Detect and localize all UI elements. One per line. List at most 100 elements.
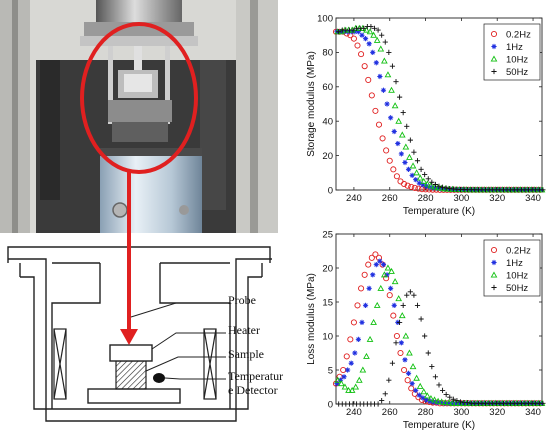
data-point xyxy=(431,396,438,403)
data-point xyxy=(393,79,399,85)
data-point xyxy=(445,400,451,406)
heater-block xyxy=(109,344,153,362)
data-point xyxy=(434,397,442,404)
legend-marker xyxy=(490,30,498,38)
data-point xyxy=(420,177,428,184)
label-detector-line2: e Detector xyxy=(228,383,278,397)
data-point xyxy=(379,398,385,404)
data-point xyxy=(355,376,363,383)
data-point xyxy=(425,350,431,356)
data-point xyxy=(411,292,417,298)
y-tick-label: 10 xyxy=(322,331,333,342)
data-point xyxy=(373,301,381,308)
x-tick-label: 340 xyxy=(525,193,541,204)
sample-block xyxy=(115,360,147,390)
data-point xyxy=(370,272,376,278)
data-point xyxy=(343,353,350,360)
data-point xyxy=(386,49,392,55)
data-point xyxy=(432,374,439,380)
data-point xyxy=(384,101,390,107)
data-point xyxy=(361,25,367,31)
data-point xyxy=(436,183,442,189)
data-point xyxy=(359,319,365,325)
data-point xyxy=(336,29,342,35)
data-point xyxy=(459,400,465,406)
data-point xyxy=(411,149,417,155)
data-point xyxy=(448,400,455,406)
series-50hz xyxy=(336,289,546,407)
data-point xyxy=(368,92,375,99)
legend-label: 1Hz xyxy=(506,42,523,53)
legend-marker xyxy=(490,55,498,62)
data-point xyxy=(372,107,379,114)
highlight-ellipse xyxy=(80,22,198,174)
data-point xyxy=(381,57,388,64)
top-flange xyxy=(96,0,182,22)
data-point xyxy=(429,179,435,185)
data-point xyxy=(416,174,424,181)
y-axis-label: Storage modulus (MPa) xyxy=(306,51,317,157)
legend-label: 10Hz xyxy=(506,271,528,282)
data-point xyxy=(391,102,399,109)
data-point xyxy=(372,251,379,258)
x-tick-label: 240 xyxy=(346,407,362,418)
data-point xyxy=(379,135,386,142)
data-point xyxy=(398,312,406,319)
data-point xyxy=(396,319,403,325)
data-point xyxy=(365,261,372,268)
data-point xyxy=(398,131,406,138)
data-point xyxy=(420,388,428,395)
x-tick-label: 280 xyxy=(418,193,434,204)
data-point xyxy=(341,374,347,380)
coil-right xyxy=(203,328,217,400)
data-point xyxy=(345,367,351,373)
data-point xyxy=(445,186,451,192)
data-point xyxy=(373,60,379,66)
temperature-detector xyxy=(153,373,165,383)
y-tick-label: 0 xyxy=(328,185,333,196)
data-point xyxy=(413,177,419,183)
data-point xyxy=(348,386,356,393)
label-detector-line1: Temperatur xyxy=(228,369,283,383)
data-point xyxy=(365,76,372,83)
outer-vessel xyxy=(8,258,272,422)
data-point xyxy=(366,285,372,291)
data-point xyxy=(402,159,408,166)
data-point xyxy=(362,36,369,42)
data-point xyxy=(370,318,377,325)
data-point xyxy=(405,166,412,172)
data-point xyxy=(398,340,404,346)
data-point xyxy=(334,376,342,383)
data-point xyxy=(425,176,431,182)
data-point xyxy=(422,333,428,339)
data-point xyxy=(395,295,403,302)
data-point xyxy=(373,36,381,43)
data-point xyxy=(438,186,444,192)
data-point xyxy=(402,332,410,339)
data-point xyxy=(375,27,381,33)
y-tick-label: 100 xyxy=(317,13,333,24)
legend-marker xyxy=(491,43,497,50)
data-point xyxy=(395,140,401,147)
y-tick-label: 25 xyxy=(322,229,333,240)
data-point xyxy=(404,182,411,189)
data-point xyxy=(377,284,385,291)
data-point xyxy=(355,29,361,35)
data-point xyxy=(350,27,356,33)
data-point xyxy=(400,110,406,116)
data-point xyxy=(397,349,404,357)
data-point xyxy=(408,385,415,392)
data-point xyxy=(391,278,399,285)
data-point xyxy=(388,115,394,121)
data-point xyxy=(358,51,365,58)
data-point xyxy=(445,399,453,406)
data-point xyxy=(350,319,357,326)
data-point xyxy=(391,128,397,135)
data-point xyxy=(413,374,420,381)
data-point xyxy=(393,340,399,346)
data-point xyxy=(407,137,413,143)
data-point xyxy=(391,302,397,308)
data-point xyxy=(416,392,422,398)
y-tick-label: 40 xyxy=(322,117,333,128)
data-point xyxy=(540,400,546,406)
